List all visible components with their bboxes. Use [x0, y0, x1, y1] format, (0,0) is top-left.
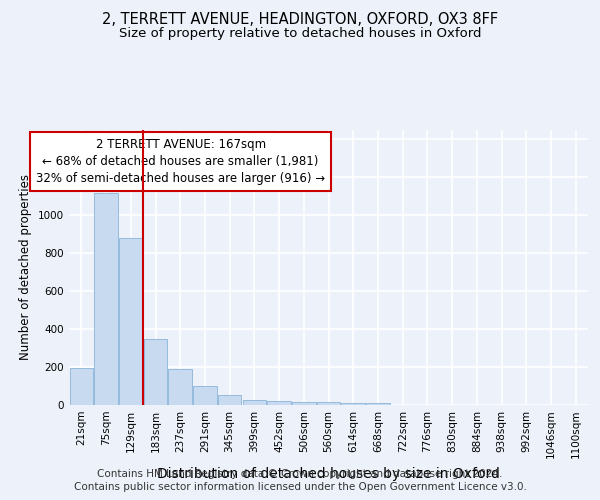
Bar [242, 400, 266, 405]
Y-axis label: Number of detached properties: Number of detached properties [19, 174, 32, 360]
Text: 2 TERRETT AVENUE: 167sqm
← 68% of detached houses are smaller (1,981)
32% of sem: 2 TERRETT AVENUE: 167sqm ← 68% of detach… [36, 138, 325, 185]
Text: 2, TERRETT AVENUE, HEADINGTON, OXFORD, OX3 8FF: 2, TERRETT AVENUE, HEADINGTON, OXFORD, O… [102, 12, 498, 28]
X-axis label: Distribution of detached houses by size in Oxford: Distribution of detached houses by size … [157, 467, 500, 481]
Text: Size of property relative to detached houses in Oxford: Size of property relative to detached ho… [119, 28, 481, 40]
Bar [193, 386, 217, 405]
Bar [366, 404, 389, 405]
Bar [268, 401, 291, 405]
Bar [341, 403, 365, 405]
Bar [317, 402, 340, 405]
Bar [292, 402, 316, 405]
Bar [94, 192, 118, 405]
Bar [144, 338, 167, 405]
Bar [218, 394, 241, 405]
Bar [70, 368, 93, 405]
Bar [169, 369, 192, 405]
Bar [119, 238, 143, 405]
Text: Contains HM Land Registry data © Crown copyright and database right 2024.
Contai: Contains HM Land Registry data © Crown c… [74, 470, 526, 492]
